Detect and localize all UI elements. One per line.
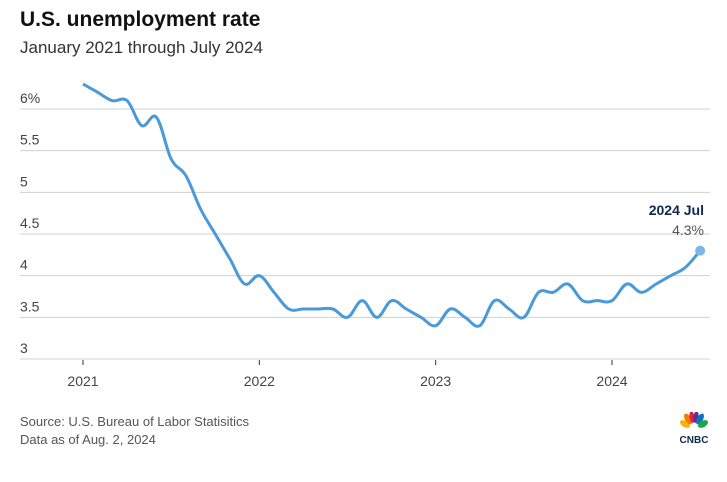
- x-tick-label: 2023: [420, 373, 451, 389]
- cnbc-logo: CNBC: [680, 412, 709, 444]
- y-tick-label: 6%: [20, 90, 40, 106]
- source-text: Source: U.S. Bureau of Labor Statisitics: [20, 414, 250, 429]
- y-tick-label: 4.5: [20, 215, 40, 231]
- y-tick-label: 5.5: [20, 132, 40, 148]
- annotation-label: 2024 Jul: [649, 202, 704, 218]
- y-tick-label: 4: [20, 257, 28, 273]
- y-tick-label: 3.5: [20, 298, 40, 314]
- annotation-value: 4.3%: [672, 222, 704, 238]
- y-tick-label: 3: [20, 340, 28, 356]
- chart-subtitle: January 2021 through July 2024: [20, 38, 263, 57]
- data-point-latest: [695, 245, 706, 256]
- y-tick-label: 5: [20, 173, 28, 189]
- x-tick-label: 2024: [596, 373, 627, 389]
- svg-text:CNBC: CNBC: [680, 435, 709, 444]
- x-tick-label: 2022: [244, 373, 275, 389]
- x-tick-label: 2021: [67, 373, 98, 389]
- line-chart: 3 3.5 4 4.5 5 5.5 6% 2021 2022 2023 2024 2024 Jul 4.…: [20, 82, 710, 389]
- source-notes: Source: U.S. Bureau of Labor Statisitics…: [20, 413, 249, 449]
- data-date-text: Data as of Aug. 2, 2024: [20, 432, 156, 447]
- chart-title: U.S. unemployment rate: [20, 8, 261, 31]
- series-line-unemployment-rate: [82, 82, 702, 328]
